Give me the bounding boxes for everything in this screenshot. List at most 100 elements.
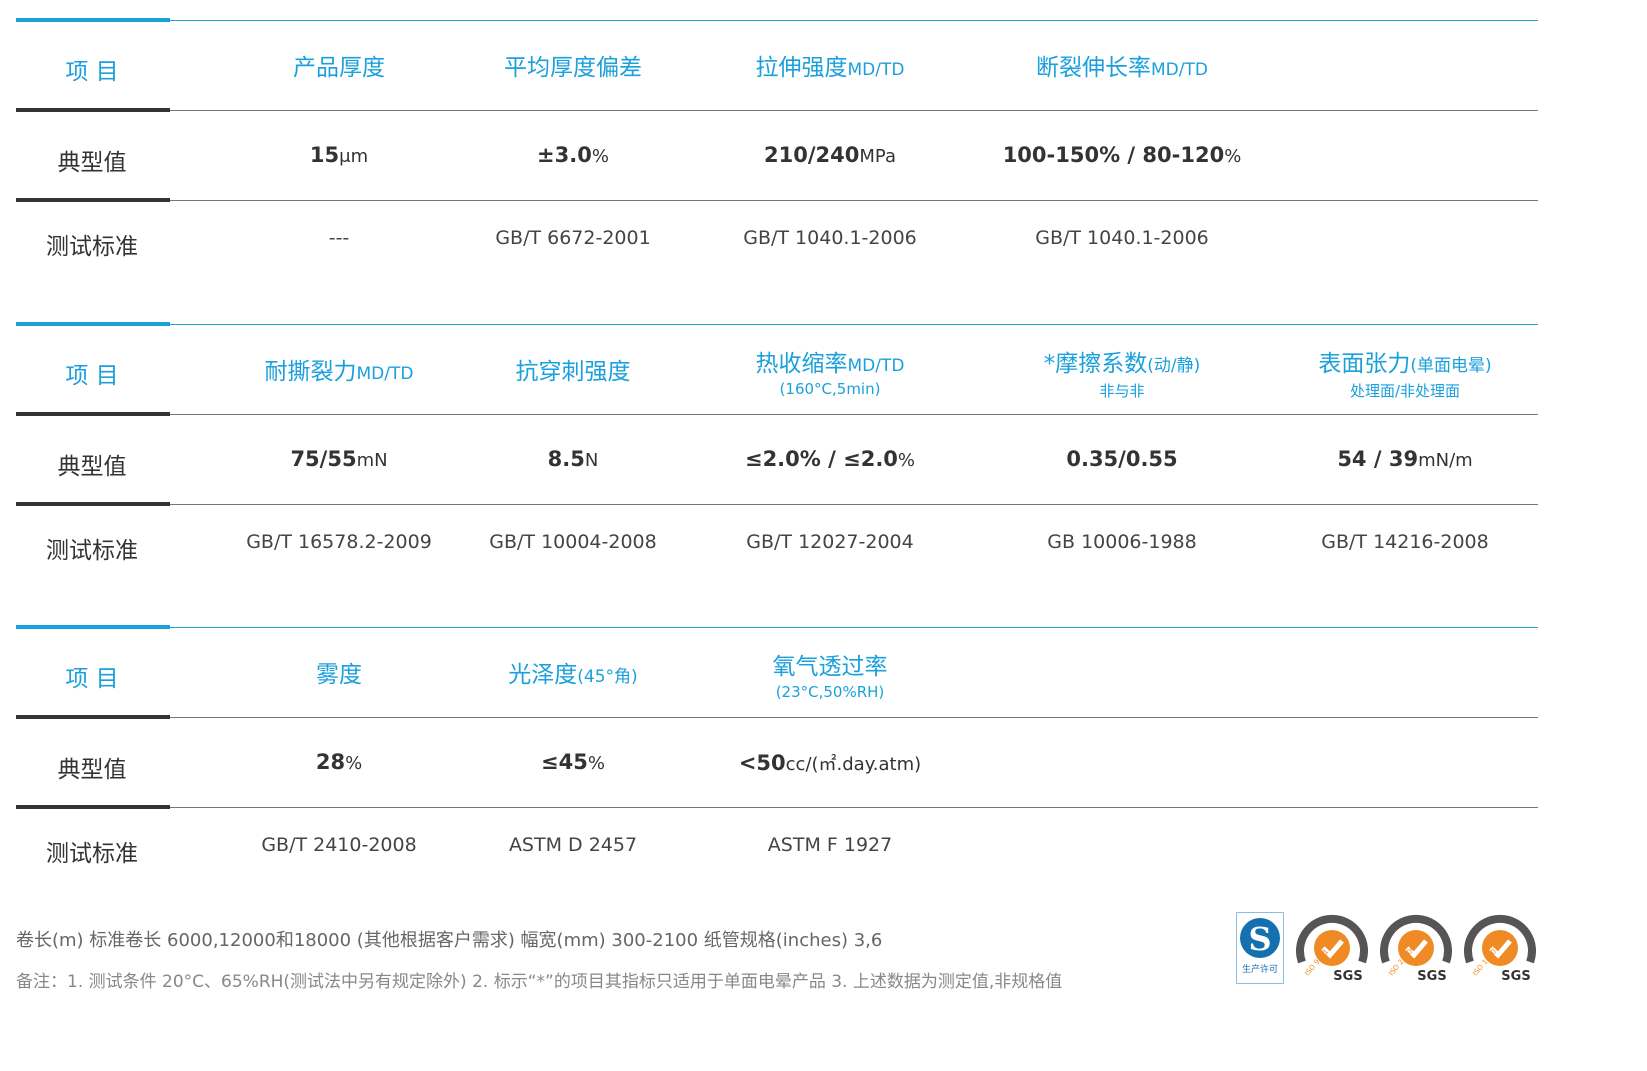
test-standard: ASTM F 1927 — [767, 834, 893, 856]
divider — [16, 20, 1538, 21]
value: <50 — [738, 751, 786, 775]
header-text: 雾度 — [316, 662, 362, 688]
header-text: 抗穿刺强度 — [515, 359, 631, 385]
unit: N — [584, 450, 599, 471]
header-text: 表面张力 — [1318, 351, 1411, 377]
value: 28 — [315, 750, 346, 774]
divider-accent — [16, 805, 170, 809]
header-text: 氧气透过率 — [772, 654, 888, 680]
divider — [16, 110, 1538, 111]
unit: % — [897, 450, 916, 471]
typical-value: ≤45% — [541, 750, 605, 774]
column-header: 氧气透过率 (23°C,50%RH) — [773, 647, 888, 701]
divider-accent — [16, 715, 170, 719]
test-standard: GB/T 1040.1-2006 — [743, 227, 917, 249]
divider — [16, 504, 1538, 505]
header-unit: MD/TD — [356, 364, 414, 384]
typical-value: 54 / 39mN/m — [1337, 447, 1472, 471]
value: ±3.0 — [537, 143, 592, 167]
unit: % — [345, 753, 363, 774]
unit: % — [587, 753, 605, 774]
row-label-typical: 典型值 — [57, 757, 127, 783]
row-label-standard: 测试标准 — [46, 538, 138, 564]
column-header: 抗穿刺强度 — [516, 352, 631, 386]
header-text: *摩擦系数 — [1043, 351, 1148, 377]
test-standard: --- — [328, 227, 350, 249]
unit: % — [591, 146, 609, 167]
header-text: 耐撕裂力 — [264, 359, 357, 385]
header-text: 断裂伸长率 — [1036, 55, 1152, 81]
test-standard: GB/T 12027-2004 — [746, 531, 914, 553]
divider — [16, 717, 1538, 718]
divider-accent — [16, 412, 170, 416]
svg-text:生产许可: 生产许可 — [1242, 963, 1278, 975]
divider-accent — [16, 322, 170, 326]
column-header: 耐撕裂力MD/TD — [265, 352, 414, 386]
typical-value: 210/240MPa — [764, 143, 896, 167]
test-standard: GB/T 16578.2-2009 — [246, 531, 432, 553]
header-text: 产品厚度 — [293, 55, 385, 81]
column-header: 热收缩率MD/TD (160°C,5min) — [756, 344, 905, 398]
value: 0.35/0.55 — [1066, 447, 1178, 471]
svg-text:S: S — [1248, 920, 1271, 958]
column-header: 雾度 — [316, 655, 362, 689]
typical-value: 100-150% / 80-120% — [1003, 143, 1242, 167]
test-standard: ASTM D 2457 — [508, 834, 638, 856]
divider — [16, 627, 1538, 628]
value: 54 / 39 — [1337, 447, 1419, 471]
header-unit: (动/静) — [1147, 356, 1201, 376]
value: ≤45 — [541, 750, 588, 774]
value: 100-150% / 80-120 — [1002, 143, 1225, 167]
column-header: 表面张力(单面电晕) 处理面/非处理面 — [1318, 344, 1491, 401]
svg-text:SGS: SGS — [1417, 969, 1446, 984]
typical-value: 0.35/0.55 — [1066, 447, 1177, 471]
divider — [16, 324, 1538, 325]
column-header: 产品厚度 — [293, 48, 385, 82]
test-standard: GB 10006-1988 — [1047, 531, 1197, 553]
test-standard: GB/T 2410-2008 — [261, 834, 417, 856]
row-label-typical: 典型值 — [57, 150, 127, 176]
column-header: 拉伸强度MD/TD — [756, 48, 905, 82]
row-label-standard: 测试标准 — [46, 234, 138, 260]
row-label-standard: 测试标准 — [46, 841, 138, 867]
divider — [16, 807, 1538, 808]
unit: MPa — [859, 146, 896, 167]
production-license-logo: S 生产许可 — [1236, 912, 1284, 984]
typical-value: ±3.0% — [537, 143, 609, 167]
row-label-item: 项 目 — [65, 363, 119, 389]
header-unit: (45°角) — [577, 667, 638, 687]
header-sub: (23°C,50%RH) — [775, 683, 885, 701]
typical-value: 15μm — [310, 143, 368, 167]
unit: μm — [339, 146, 369, 167]
header-text: 平均厚度偏差 — [504, 55, 642, 81]
divider-accent — [16, 625, 170, 629]
header-unit: (单面电晕) — [1410, 356, 1492, 376]
divider — [16, 200, 1538, 201]
svg-text:SGS: SGS — [1333, 969, 1362, 984]
value: 75/55 — [290, 447, 357, 471]
test-standard: GB/T 14216-2008 — [1321, 531, 1489, 553]
divider-accent — [16, 502, 170, 506]
certification-logos: S 生产许可 SGS ISO 9001 SGS ISO 22000 SGS ISO 1400… — [1236, 912, 1536, 984]
row-label-item: 项 目 — [65, 666, 119, 692]
value: 210/240 — [764, 143, 860, 167]
header-sub: (160°C,5min) — [779, 380, 881, 398]
unit: mN — [356, 450, 388, 471]
header-sub: 非与非 — [1099, 382, 1145, 400]
typical-value: 8.5N — [548, 447, 599, 471]
header-sub: 处理面/非处理面 — [1349, 382, 1461, 400]
divider — [16, 414, 1538, 415]
header-unit: MD/TD — [1151, 60, 1208, 80]
value: 8.5 — [547, 447, 585, 471]
row-label-item: 项 目 — [65, 59, 119, 85]
unit: mN/m — [1418, 450, 1473, 471]
value: 15 — [309, 143, 340, 167]
typical-value: 75/55mN — [290, 447, 387, 471]
divider-accent — [16, 18, 170, 22]
row-label-typical: 典型值 — [57, 454, 127, 480]
footer-roll-info: 卷长(m) 标准卷长 6000,12000和18000 (其他根据客户需求) 幅… — [16, 930, 883, 951]
